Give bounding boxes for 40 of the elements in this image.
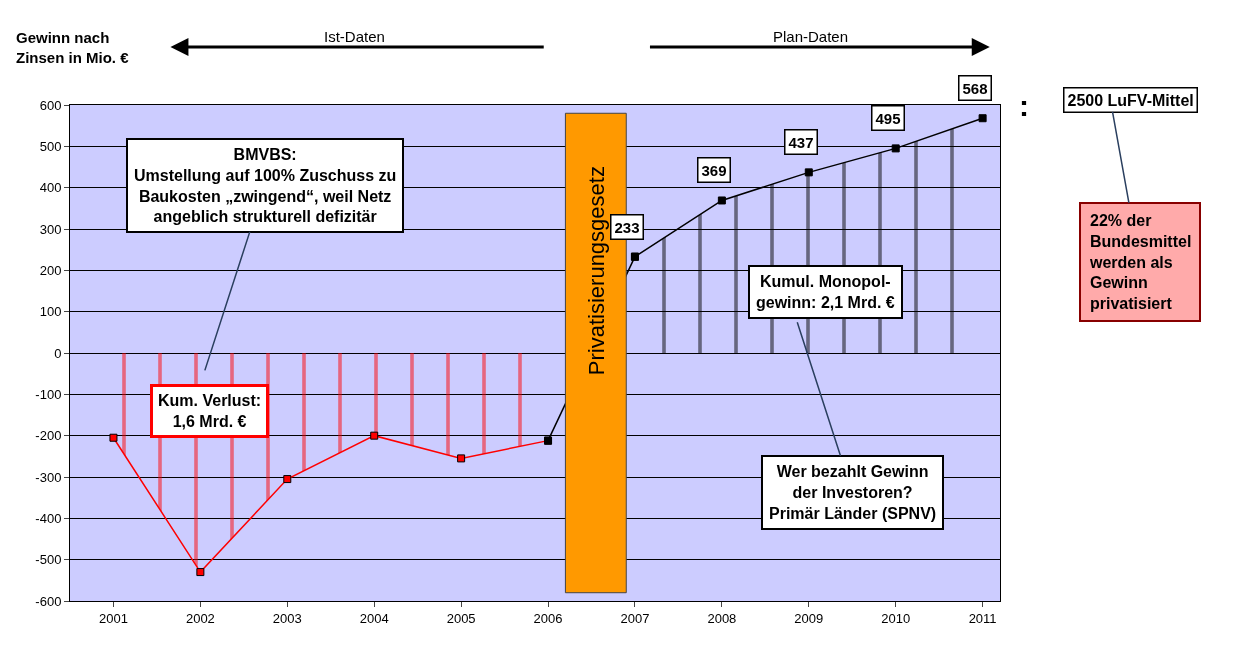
text: 2500 LuFV-Mittel	[1067, 91, 1194, 109]
x-tick-label: 2008	[707, 610, 737, 626]
y-tick-label: -600	[35, 593, 62, 609]
text: Plan-Daten	[773, 28, 849, 45]
y-tick-label: 300	[39, 221, 62, 237]
annotation: BMVBS: Umstellung auf 100% Zuschuss zu Baukosten „zwingend“, weil Netz angeblich strukturell defizitär	[134, 146, 397, 226]
band-label: Privatisierungsgesetz	[583, 166, 609, 376]
x-tick-label: 2009	[794, 610, 824, 626]
x-tick-label: 2011	[968, 610, 997, 626]
data-label: 495	[875, 109, 901, 127]
data-label: 233	[614, 218, 640, 236]
data-label: 437	[788, 133, 814, 151]
data-label: 568	[962, 79, 988, 97]
x-tick-label: 2006	[533, 610, 563, 626]
x-tick-label: 2003	[272, 610, 302, 626]
y-tick-label: 100	[39, 304, 62, 320]
y-tick-label: 200	[39, 262, 62, 278]
y-tick-label: 0	[54, 345, 62, 361]
y-tick-label: 500	[39, 138, 62, 154]
y-tick-label: -300	[35, 469, 62, 485]
x-tick-label: 2002	[185, 610, 215, 626]
text: 22% der Bundesmittel werden als Gewinn privatisiert	[1089, 212, 1192, 313]
x-tick-label: 2004	[359, 610, 389, 626]
y-tick-label: 400	[39, 180, 62, 196]
y-tick-label: -100	[35, 386, 62, 402]
y-tick-label: 600	[39, 97, 62, 113]
y-tick-label: -500	[35, 552, 62, 568]
annotation: Kum. Verlust: 1,6 Mrd. €	[158, 392, 262, 430]
text: Ist-Daten	[324, 28, 385, 45]
y-tick-label: -200	[35, 428, 62, 444]
text: :	[1019, 89, 1029, 122]
data-label: 369	[701, 161, 727, 179]
x-tick-label: 2001	[99, 610, 128, 626]
y-tick-label: -400	[35, 510, 62, 526]
x-tick-label: 2010	[881, 610, 911, 626]
x-tick-label: 2007	[620, 610, 650, 626]
annotation: Kumul. Monopol- gewinn: 2,1 Mrd. €	[756, 273, 895, 311]
annotation: Wer bezahlt Gewinn der Investoren? Primär Länder (SPNV)	[769, 463, 937, 522]
x-tick-label: 2005	[446, 610, 476, 626]
y-axis-title: Gewinn nach Zinsen in Mio. €	[16, 29, 130, 66]
